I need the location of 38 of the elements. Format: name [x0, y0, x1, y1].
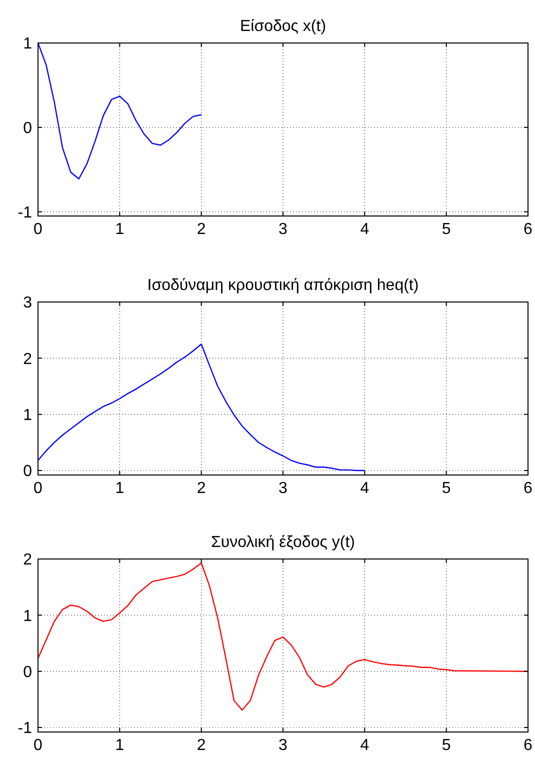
x-tick-label: 4: [360, 221, 370, 238]
y-tick-label: 3: [23, 294, 32, 312]
x-tick-label: 6: [524, 737, 533, 754]
y-tick-label: -1: [18, 204, 32, 222]
x-tick-label: 3: [278, 221, 288, 238]
x-tick-label: 5: [442, 480, 451, 497]
x-tick-label: 4: [360, 480, 370, 497]
y-tick-label: -1: [18, 720, 32, 738]
y-tick-label: 1: [23, 406, 32, 424]
chart-title: Ισοδύναμη κρουστική απόκριση heq(t): [147, 277, 419, 294]
y-tick-label: 2: [23, 552, 32, 569]
line-series: [37, 562, 529, 711]
x-tick-label: 1: [115, 737, 124, 754]
x-tick-label: 1: [115, 480, 124, 497]
y-tick-label: 1: [23, 608, 32, 625]
chart-title: Είσοδος x(t): [240, 18, 326, 35]
x-tick-label: 6: [524, 480, 533, 497]
y-tick-label: 0: [23, 664, 32, 681]
x-tick-label: 6: [524, 221, 533, 238]
x-tick-label: 0: [34, 221, 43, 238]
y-tick-label: 2: [23, 350, 32, 368]
x-tick-label: 5: [442, 737, 451, 754]
y-tick-label: 1: [23, 36, 32, 53]
x-tick-label: 1: [115, 221, 124, 238]
y-tick-label: 0: [23, 120, 32, 137]
x-tick-label: 0: [34, 737, 43, 754]
x-tick-label: 0: [34, 480, 43, 497]
x-tick-label: 5: [442, 221, 451, 238]
x-tick-label: 3: [278, 737, 288, 754]
x-tick-label: 3: [278, 480, 288, 497]
chart-title: Συνολική έξοδος y(t): [211, 534, 355, 551]
x-tick-label: 4: [360, 737, 370, 754]
y-tick-label: 0: [23, 463, 32, 480]
line-series: [37, 344, 366, 472]
x-tick-label: 2: [196, 221, 206, 238]
line-series: [37, 42, 202, 180]
x-tick-label: 2: [196, 737, 206, 754]
x-tick-label: 2: [196, 480, 206, 497]
